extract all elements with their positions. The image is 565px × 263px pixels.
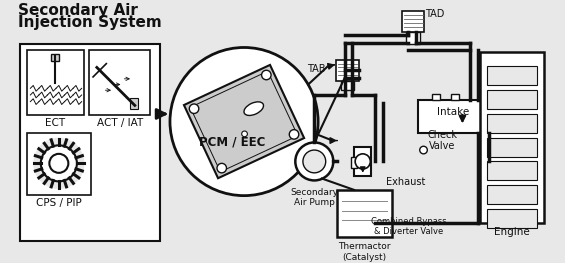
- Text: CPS / PIP: CPS / PIP: [36, 198, 82, 208]
- Text: PCM / EEC: PCM / EEC: [199, 136, 266, 149]
- Bar: [20, 44, 160, 241]
- Bar: [27, 50, 85, 115]
- Polygon shape: [190, 71, 298, 172]
- Bar: [487, 67, 537, 85]
- Circle shape: [420, 146, 427, 154]
- Bar: [51, 54, 59, 61]
- Circle shape: [41, 145, 77, 181]
- Text: ECT: ECT: [45, 118, 65, 128]
- Bar: [418, 100, 489, 133]
- Bar: [487, 90, 537, 109]
- Circle shape: [262, 70, 271, 80]
- Bar: [27, 133, 91, 195]
- Bar: [487, 185, 537, 204]
- Text: Exhaust: Exhaust: [386, 177, 426, 187]
- Bar: [487, 161, 537, 180]
- Bar: [351, 157, 357, 168]
- Bar: [337, 190, 392, 237]
- Text: ACT / IAT: ACT / IAT: [97, 118, 143, 128]
- Circle shape: [170, 48, 318, 196]
- Text: Secondary Air: Secondary Air: [18, 3, 138, 18]
- Bar: [402, 11, 424, 32]
- Text: Thermactor
(Catalyst): Thermactor (Catalyst): [338, 242, 391, 262]
- Text: Check
Valve: Check Valve: [427, 130, 457, 151]
- Bar: [487, 138, 537, 157]
- Bar: [130, 98, 138, 109]
- Polygon shape: [184, 65, 304, 178]
- Bar: [432, 94, 440, 100]
- Circle shape: [33, 138, 85, 189]
- Circle shape: [217, 163, 227, 173]
- Circle shape: [303, 150, 325, 173]
- Bar: [487, 209, 537, 228]
- Bar: [341, 81, 354, 90]
- Text: Secondary
Air Pump: Secondary Air Pump: [290, 188, 338, 208]
- Bar: [406, 32, 420, 44]
- Circle shape: [295, 143, 333, 180]
- Bar: [487, 114, 537, 133]
- Bar: [354, 147, 371, 176]
- Ellipse shape: [244, 102, 263, 115]
- Bar: [480, 52, 544, 223]
- Text: Intake: Intake: [437, 107, 469, 117]
- Circle shape: [242, 131, 247, 137]
- Circle shape: [49, 154, 68, 173]
- Text: TAB: TAB: [307, 64, 325, 74]
- Text: Engine: Engine: [494, 227, 530, 237]
- Text: Combined Bypass
& Diverter Valve: Combined Bypass & Diverter Valve: [371, 216, 446, 236]
- Circle shape: [355, 154, 370, 169]
- Circle shape: [289, 130, 299, 139]
- Text: TAD: TAD: [425, 9, 445, 19]
- Bar: [451, 94, 459, 100]
- Bar: [336, 60, 359, 81]
- Text: Injection System: Injection System: [18, 15, 162, 30]
- Circle shape: [189, 104, 199, 113]
- Bar: [89, 50, 150, 115]
